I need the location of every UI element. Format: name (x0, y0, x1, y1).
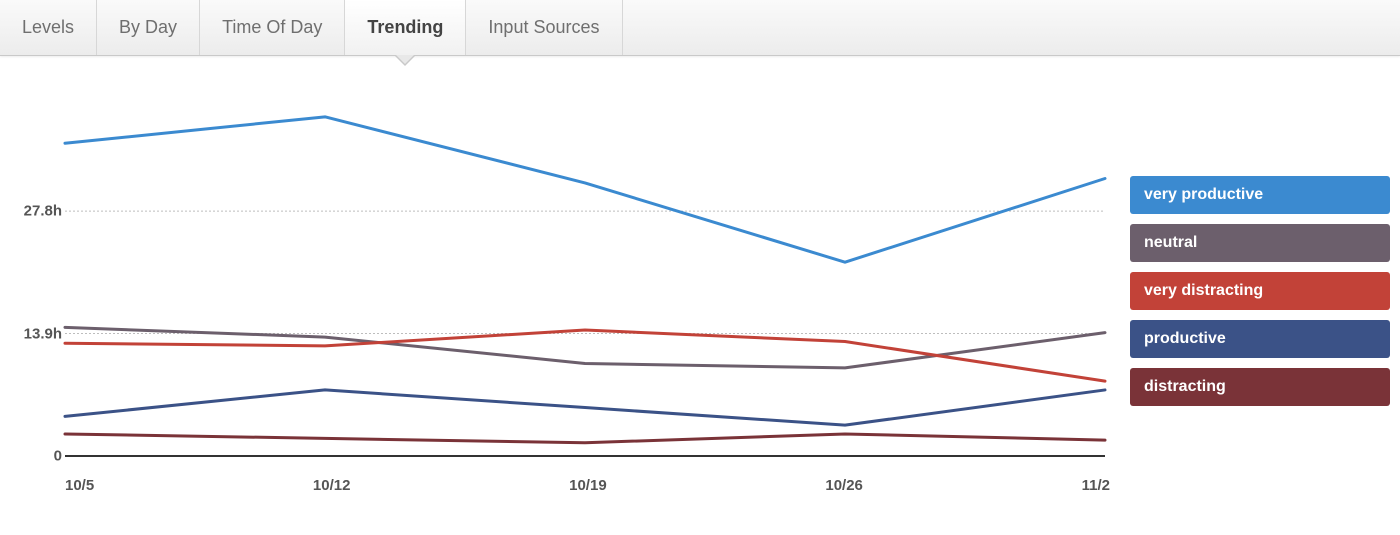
tab-time-of-day[interactable]: Time Of Day (200, 0, 345, 55)
tab-label: Time Of Day (222, 17, 322, 38)
legend-item-neutral[interactable]: neutral (1130, 224, 1390, 262)
legend-item-very_productive[interactable]: very productive (1130, 176, 1390, 214)
legend-item-very_distracting[interactable]: very distracting (1130, 272, 1390, 310)
chart-legend: very productive neutral very distracting pr… (1110, 76, 1390, 494)
series-line-very_distracting (65, 330, 1105, 381)
x-tick-label: 10/12 (313, 477, 351, 494)
tab-levels[interactable]: Levels (0, 0, 97, 55)
tab-label: Levels (22, 17, 74, 38)
x-tick-label: 10/19 (569, 477, 607, 494)
tab-input-sources[interactable]: Input Sources (466, 0, 622, 55)
tab-label: Input Sources (488, 17, 599, 38)
content-area: 0 13.9h 27.8h 10/5 10/12 10/19 10/26 11/2 very… (0, 56, 1400, 524)
x-tick-label: 10/26 (825, 477, 863, 494)
series-line-distracting (65, 434, 1105, 443)
series-line-very_productive (65, 117, 1105, 262)
y-tick-label: 27.8h (12, 203, 62, 220)
y-tick-label: 0 (12, 448, 62, 465)
x-tick-label: 10/5 (65, 477, 94, 494)
y-tick-label: 13.9h (12, 325, 62, 342)
chart-area: 0 13.9h 27.8h 10/5 10/12 10/19 10/26 11/2 (10, 76, 1110, 494)
series-line-productive (65, 390, 1105, 425)
legend-item-distracting[interactable]: distracting (1130, 368, 1390, 406)
x-tick-label: 11/2 (1082, 477, 1110, 494)
tab-label: By Day (119, 17, 177, 38)
x-axis-labels: 10/5 10/12 10/19 10/26 11/2 (10, 477, 1110, 494)
tab-trending[interactable]: Trending (345, 0, 466, 55)
legend-item-productive[interactable]: productive (1130, 320, 1390, 358)
tab-label: Trending (367, 17, 443, 38)
tab-bar: Levels By Day Time Of Day Trending Input… (0, 0, 1400, 56)
tab-by-day[interactable]: By Day (97, 0, 200, 55)
trend-line-chart (10, 76, 1110, 466)
